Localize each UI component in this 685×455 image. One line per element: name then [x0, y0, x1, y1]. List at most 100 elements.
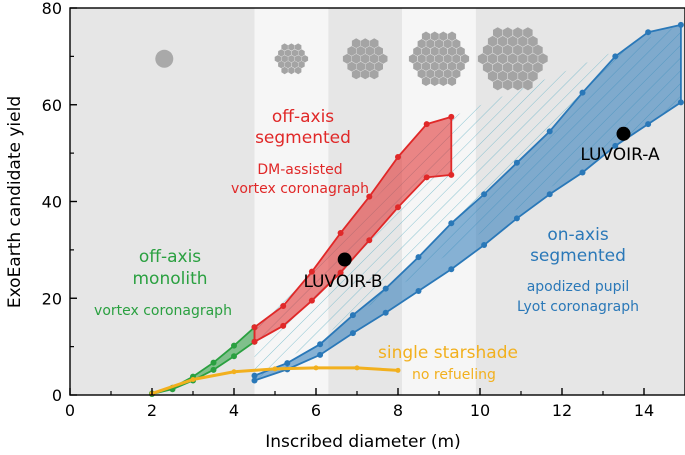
segment	[493, 27, 503, 39]
segment	[523, 27, 533, 39]
monolith-label-line2: monolith	[132, 269, 207, 289]
segment	[533, 62, 543, 73]
offaxis-segmented-line1: off-axis	[272, 107, 334, 127]
background-band-0	[70, 8, 255, 395]
segment	[434, 54, 444, 64]
segment	[374, 46, 383, 56]
luvoir-a-label: LUVOIR-A	[580, 145, 660, 165]
y-tick-label: 0	[52, 386, 62, 405]
segment	[523, 62, 533, 73]
on-axis-segmented-lower-point	[579, 169, 586, 176]
single-starshade-point	[190, 377, 196, 383]
segment	[356, 46, 365, 56]
on-axis-segmented-upper-point	[579, 89, 586, 96]
off-axis-segmented-upper-line	[253, 115, 452, 328]
segment	[413, 46, 422, 56]
starshade-label-line2: no refueling	[412, 367, 496, 383]
segment	[498, 53, 508, 65]
off-axis-segmented-lower-point	[337, 269, 344, 276]
segment	[518, 53, 528, 65]
onaxis-segmented-line1: on-axis	[547, 225, 609, 245]
segment	[503, 27, 513, 39]
segment	[291, 49, 298, 57]
off-axis-monolith-upper-point	[210, 359, 217, 366]
segment	[426, 39, 435, 49]
on-axis-segmented-lower-point	[546, 191, 553, 198]
segment	[538, 53, 548, 65]
segment	[434, 39, 444, 49]
segment	[487, 53, 498, 65]
segment	[347, 61, 356, 72]
on-axis-segmented-upper-point	[448, 220, 455, 227]
segment	[365, 46, 374, 56]
segment	[456, 46, 465, 56]
segment	[417, 69, 426, 79]
on-axis-segmented-upper-point	[382, 285, 389, 292]
segment	[342, 53, 352, 64]
on-axis-segmented-upper-point	[645, 29, 652, 36]
x-tick-label: 0	[65, 401, 75, 420]
off-axis-segmented-upper-point	[423, 121, 430, 128]
segment	[533, 44, 543, 56]
on-axis-segmented-upper-point	[284, 360, 291, 367]
aperture-icons	[155, 27, 548, 91]
off-axis-segmented-upper-point	[448, 113, 455, 120]
segment	[443, 54, 452, 64]
on-axis-segmented-lower-point	[448, 266, 455, 273]
onaxis-segmented-line3: apodized pupil	[527, 279, 630, 295]
segment	[426, 69, 435, 79]
on-axis-segmented-upper-point	[349, 312, 356, 319]
segment	[430, 46, 439, 56]
segment	[294, 66, 302, 75]
on-axis-segmented-upper-point	[415, 254, 422, 261]
segment	[498, 70, 508, 82]
segment	[434, 69, 444, 79]
segment	[294, 55, 302, 63]
monolith-label-line3: vortex coronagraph	[94, 303, 232, 319]
on-axis-segmented-lower-point	[349, 330, 356, 337]
segment	[421, 46, 431, 56]
segment	[351, 38, 361, 49]
segment	[360, 38, 370, 49]
segment	[447, 31, 457, 41]
axes: 0 2 4 6 8 10 12 14 0 20 40 60 80	[42, 0, 685, 420]
on-axis-segmented-upper-point	[251, 372, 258, 379]
on-axis-segmented-lower-point	[481, 242, 488, 249]
segment	[439, 31, 448, 41]
on-axis-segmented-lower-point	[415, 287, 422, 294]
starshade-label-line1: single starshade	[378, 343, 518, 363]
segment	[439, 76, 448, 86]
single-starshade-point	[231, 369, 237, 375]
luvoir-a-point	[616, 126, 631, 141]
on-axis-segmented-lower-point	[677, 99, 684, 106]
offaxis-segmented-line4: vortex coronagraph	[231, 181, 369, 197]
segment	[513, 44, 523, 56]
segment	[447, 76, 457, 86]
segment	[508, 53, 518, 65]
on-axis-segmented-lower-point	[382, 309, 389, 316]
segment	[447, 46, 457, 56]
off-axis-segmented-upper-point	[280, 302, 287, 309]
segment	[417, 39, 426, 49]
segment	[528, 53, 538, 65]
segment	[298, 49, 305, 57]
segment	[460, 54, 470, 64]
off-axis-segmented-upper-point	[337, 229, 344, 236]
segment	[452, 39, 461, 49]
on-axis-segmented-lower-line	[254, 101, 682, 382]
on-axis-segmented-lower-point	[317, 351, 324, 358]
segment	[351, 53, 361, 64]
on-axis-segmented-upper-point	[612, 53, 619, 60]
segment	[452, 69, 461, 79]
segment	[443, 69, 452, 79]
off-axis-segmented-upper-point	[366, 193, 373, 200]
segment	[430, 76, 439, 86]
segment	[503, 62, 513, 73]
segment	[513, 62, 523, 73]
segment	[421, 61, 431, 71]
monolith-aperture-icon	[155, 49, 174, 68]
segment	[278, 60, 285, 69]
segment	[498, 35, 508, 47]
segment	[281, 66, 288, 75]
